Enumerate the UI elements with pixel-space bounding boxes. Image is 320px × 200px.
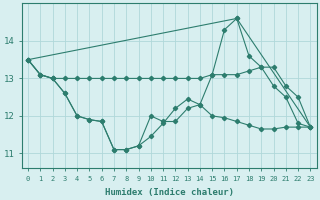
X-axis label: Humidex (Indice chaleur): Humidex (Indice chaleur): [105, 188, 234, 197]
